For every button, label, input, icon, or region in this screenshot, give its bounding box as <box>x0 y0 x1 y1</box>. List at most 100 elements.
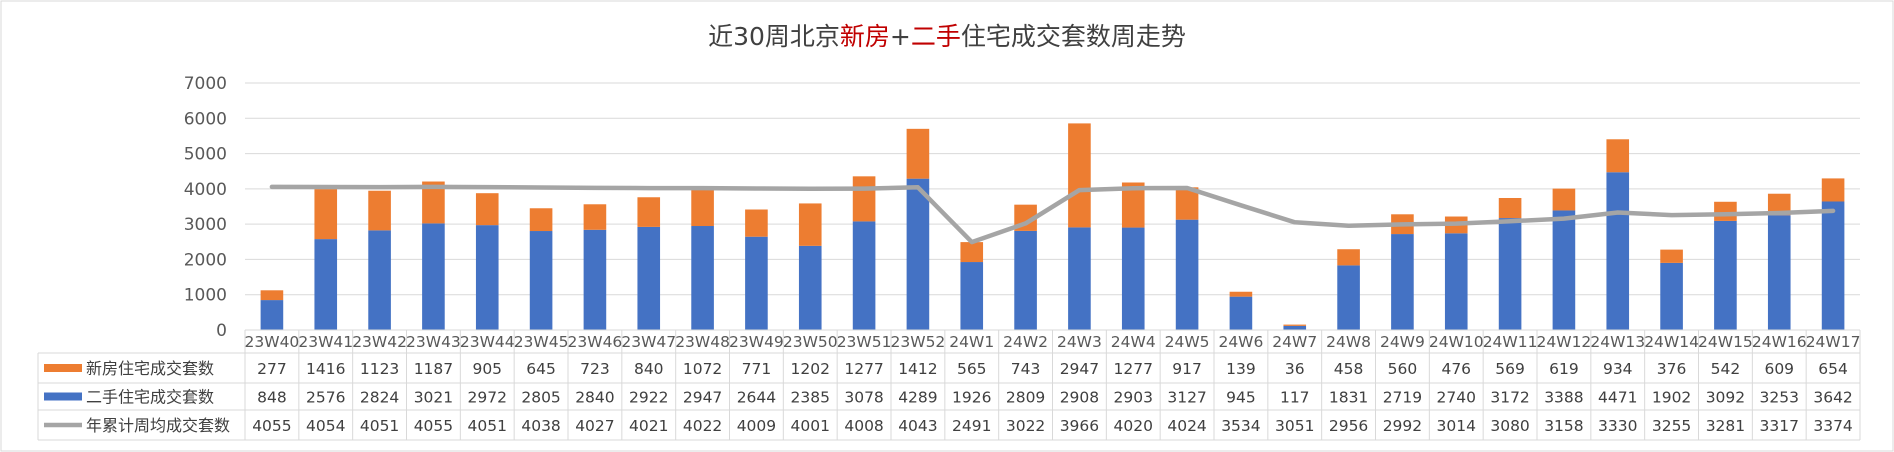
table-cell-value: 4289 <box>898 389 937 407</box>
table-cell-value: 569 <box>1495 360 1525 378</box>
bar-secondhand <box>1606 172 1630 330</box>
x-tick-label: 24W13 <box>1590 333 1645 351</box>
table-cell-value: 4001 <box>791 417 830 435</box>
bar-new-home <box>422 181 445 224</box>
x-tick-label: 24W12 <box>1537 333 1592 351</box>
x-tick-label: 24W9 <box>1380 333 1425 351</box>
x-tick-label: 23W47 <box>621 333 676 351</box>
bar-new-home <box>1821 178 1845 202</box>
table-cell-value: 771 <box>742 360 772 378</box>
x-tick-label: 23W49 <box>729 333 784 351</box>
table-cell-value: 560 <box>1388 360 1418 378</box>
bar-new-home <box>1283 324 1307 326</box>
y-tick-label: 3000 <box>184 215 227 235</box>
legend-key-bar <box>44 392 82 401</box>
bar-new-home <box>1660 249 1683 263</box>
bar-secondhand <box>1714 220 1737 330</box>
y-tick-label: 4000 <box>184 180 227 200</box>
bar-new-home <box>475 193 499 226</box>
table-cell-value: 2947 <box>683 389 722 407</box>
x-tick-label: 23W51 <box>837 333 892 351</box>
line-series <box>269 184 1836 245</box>
x-tick-label: 24W14 <box>1644 333 1699 351</box>
table-cell-value: 1416 <box>306 360 345 378</box>
table-cell-value: 3014 <box>1437 417 1476 435</box>
table-cell-value: 3172 <box>1490 389 1529 407</box>
table-cell-value: 1902 <box>1652 389 1691 407</box>
table-cell-value: 1926 <box>952 389 991 407</box>
chart-title-segment: 近30周北京 <box>708 22 840 51</box>
bar-secondhand <box>1767 215 1791 330</box>
x-tick-label: 23W45 <box>514 333 569 351</box>
table-cell-value: 2644 <box>737 389 776 407</box>
x-tick-label: 24W5 <box>1165 333 1210 351</box>
x-tick-label: 23W44 <box>460 333 515 351</box>
chart-title-segment: 新房 <box>840 22 890 51</box>
bar-secondhand <box>798 245 822 330</box>
bar-new-home <box>1175 187 1199 220</box>
y-tick-label: 6000 <box>184 109 227 129</box>
table-cell-value: 2805 <box>521 389 560 407</box>
y-tick-label: 7000 <box>184 74 227 94</box>
table-cell-value: 2809 <box>1006 389 1045 407</box>
table-cell-value: 4055 <box>252 417 291 435</box>
bar-new-home <box>1121 182 1145 228</box>
table-cell-value: 4055 <box>414 417 453 435</box>
table-cell-value: 4038 <box>521 417 560 435</box>
x-tick-label: 24W6 <box>1218 333 1263 351</box>
x-tick-label: 23W50 <box>783 333 838 351</box>
bar-new-home <box>1714 201 1737 221</box>
x-tick-label: 23W46 <box>568 333 623 351</box>
x-tick-label: 24W2 <box>1003 333 1048 351</box>
table-cell-value: 277 <box>257 360 287 378</box>
x-tick-label: 24W1 <box>949 333 994 351</box>
bar-secondhand <box>475 225 499 330</box>
bar-new-home <box>368 190 391 231</box>
table-cell-value: 4022 <box>683 417 722 435</box>
legend-label: 年累计周均成交套数 <box>86 416 230 435</box>
bar-secondhand <box>906 178 930 330</box>
table-cell-value: 1412 <box>898 360 937 378</box>
bar-secondhand <box>1498 218 1522 330</box>
bar-new-home <box>1337 249 1360 266</box>
table-cell-value: 723 <box>580 360 610 378</box>
x-tick-label: 24W10 <box>1429 333 1484 351</box>
bar-new-home <box>1498 197 1522 219</box>
legend-key-bar <box>44 364 82 372</box>
table-cell-value: 565 <box>957 360 987 378</box>
bar-secondhand <box>1121 227 1145 330</box>
table-cell-value: 945 <box>1226 389 1256 407</box>
x-tick-label: 24W8 <box>1326 333 1371 351</box>
line-weekly-average <box>269 184 1836 245</box>
table-cell-value: 619 <box>1549 360 1579 378</box>
y-tick-label: 5000 <box>184 145 227 165</box>
table-cell-value: 4043 <box>898 417 937 435</box>
table-cell-value: 3092 <box>1706 389 1745 407</box>
table-cell-value: 934 <box>1603 360 1633 378</box>
bar-secondhand <box>1391 234 1414 330</box>
y-tick-label: 1000 <box>184 286 227 306</box>
x-tick-label: 23W42 <box>352 333 407 351</box>
table-cell-value: 3021 <box>414 389 453 407</box>
table-cell-value: 4051 <box>360 417 399 435</box>
legend-label: 新房住宅成交套数 <box>86 359 214 378</box>
bar-new-home <box>637 197 661 227</box>
bar-new-home <box>260 290 284 301</box>
bar-secondhand <box>422 223 445 330</box>
table-cell-value: 2719 <box>1383 389 1422 407</box>
table-cell-value: 3281 <box>1706 417 1745 435</box>
chart-title-segment: 住宅成交套数周走势 <box>961 22 1186 51</box>
bar-new-home <box>960 242 984 263</box>
table-cell-value: 2992 <box>1383 417 1422 435</box>
table-cell-value: 2576 <box>306 389 345 407</box>
table-cell-value: 2947 <box>1060 360 1099 378</box>
table-cell-value: 4021 <box>629 417 668 435</box>
table-cell-value: 3158 <box>1544 417 1583 435</box>
table-cell-value: 2908 <box>1060 389 1099 407</box>
bar-secondhand <box>1444 233 1468 330</box>
table-cell-value: 917 <box>1172 360 1202 378</box>
bar-new-home <box>1068 123 1091 228</box>
table-cell-value: 4471 <box>1598 389 1637 407</box>
table-cell-value: 542 <box>1711 360 1741 378</box>
